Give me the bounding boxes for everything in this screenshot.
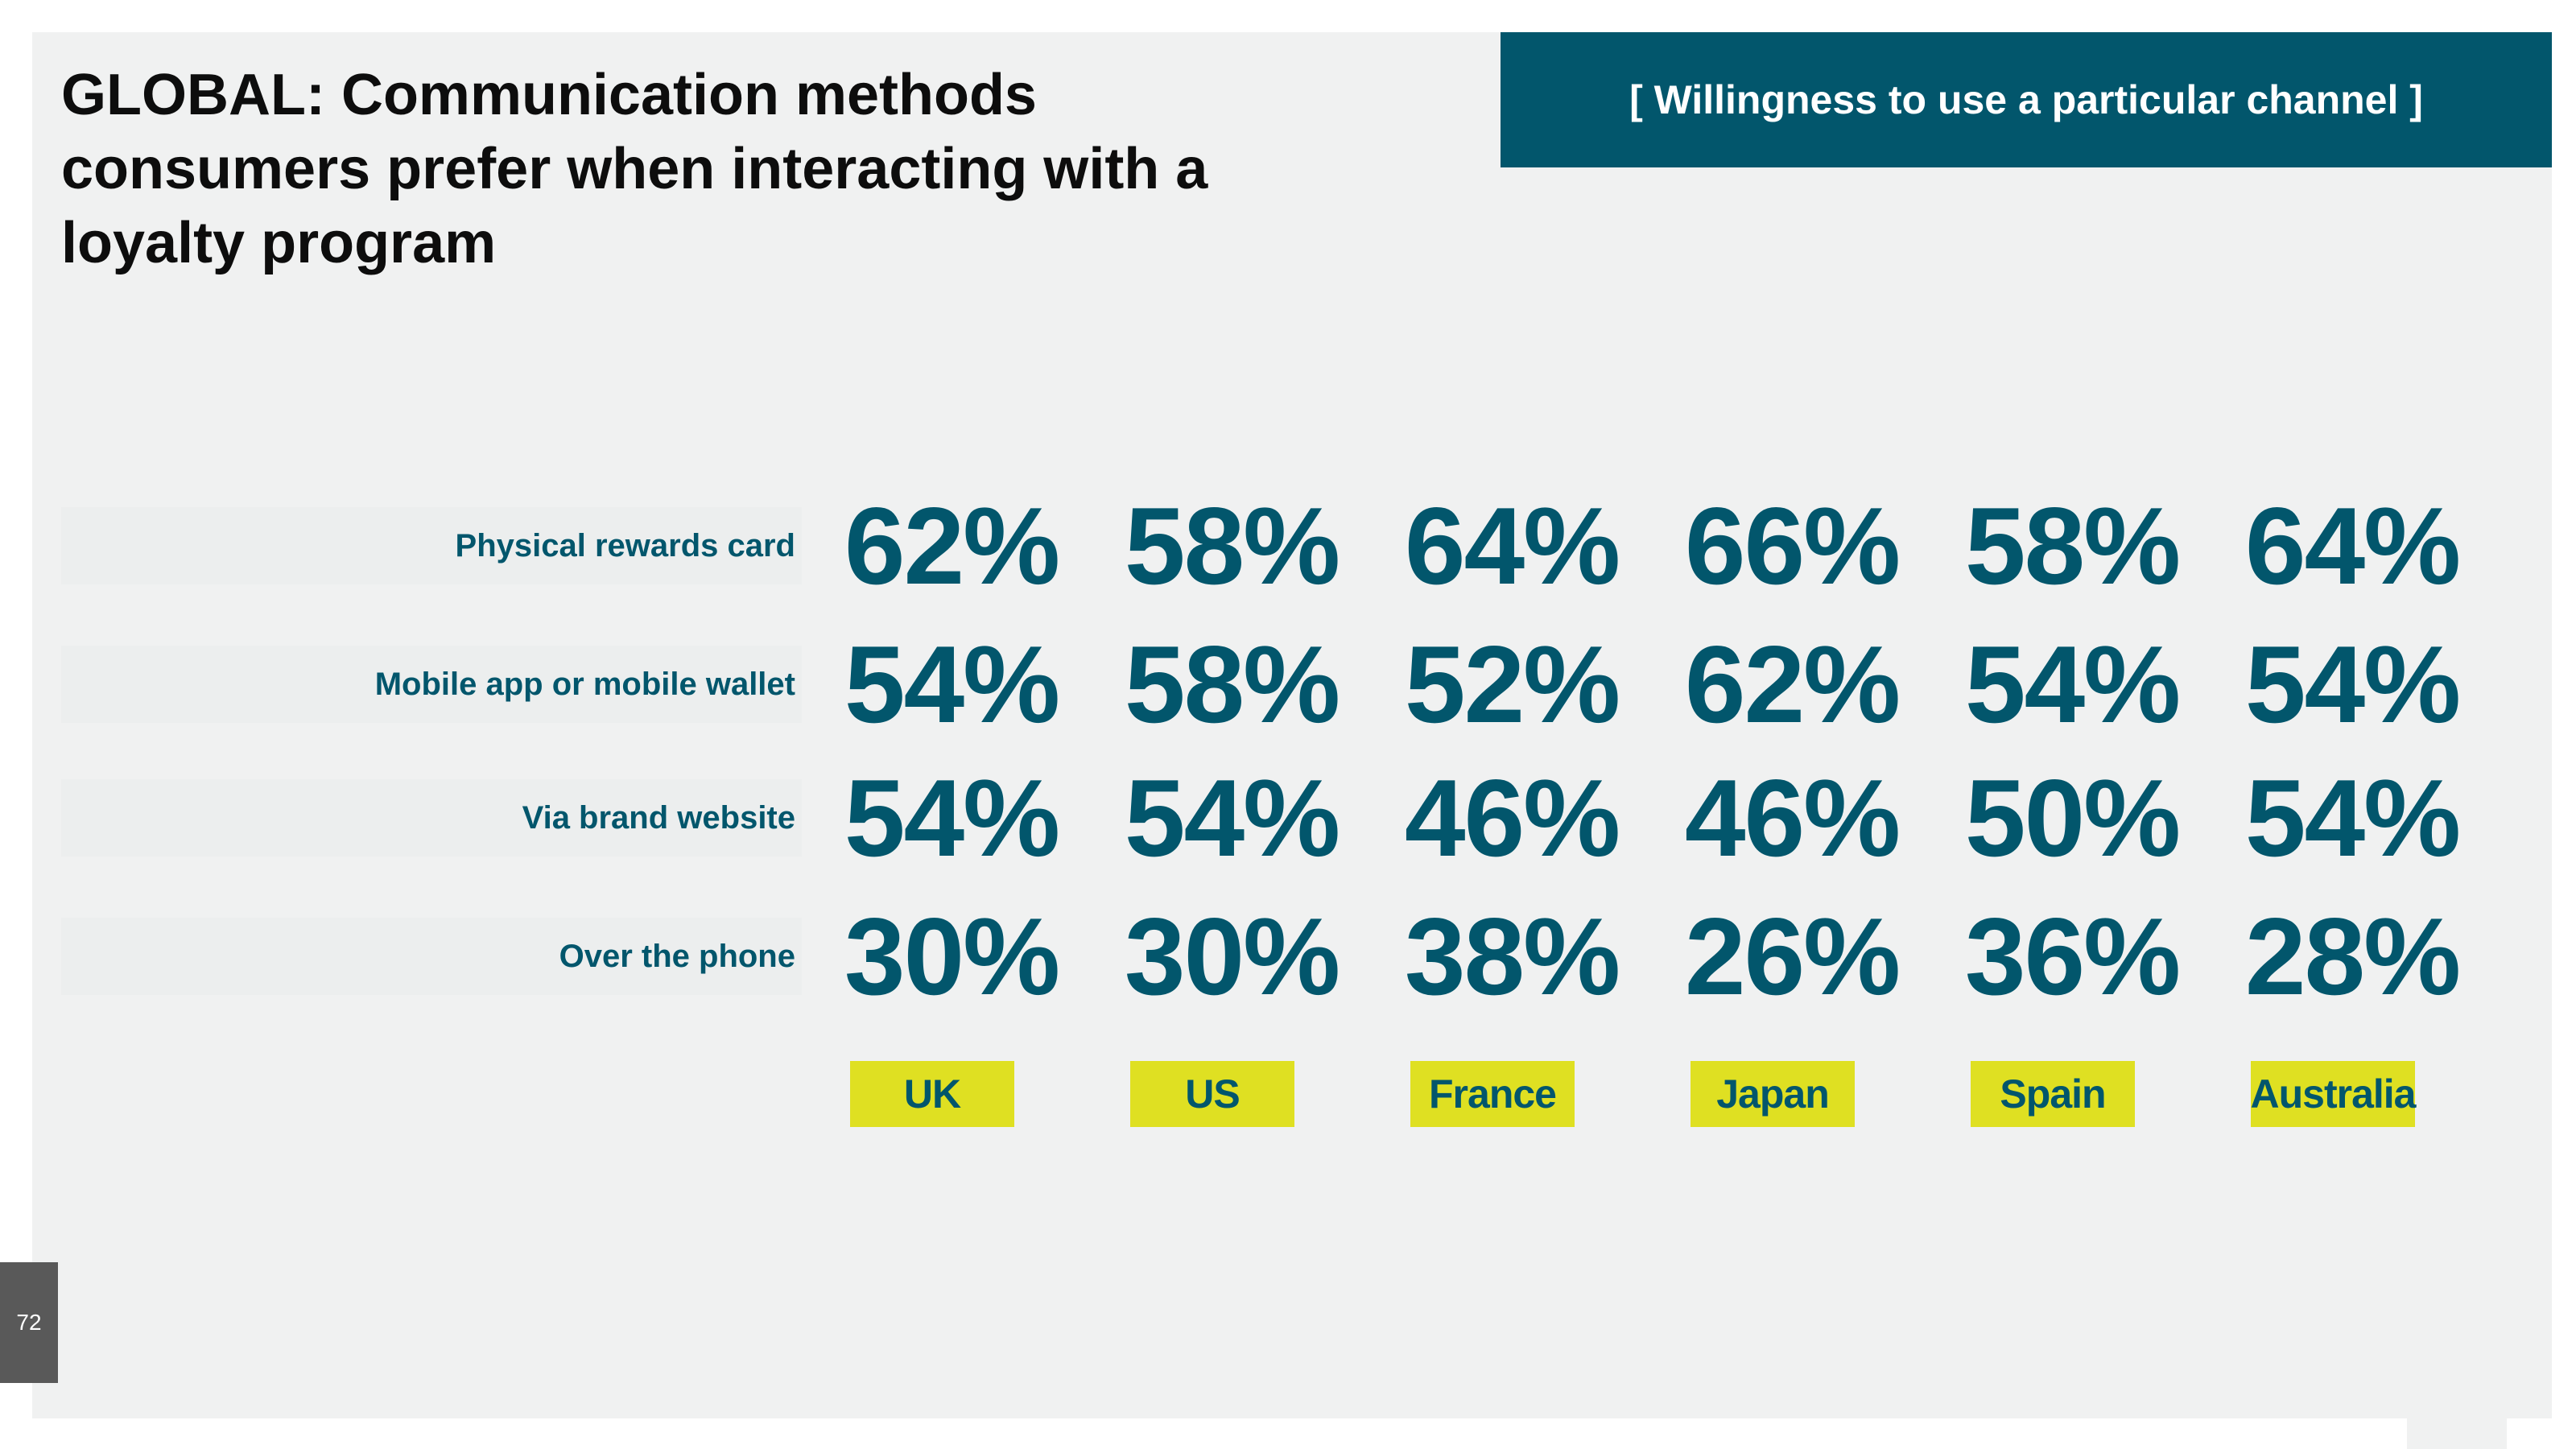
value-cell: 66% [1684, 485, 1901, 607]
slide-background [32, 32, 2552, 1418]
value-cell: 54% [1964, 623, 2181, 745]
value-cell: 58% [1124, 623, 1340, 745]
value-cell: 28% [2244, 895, 2461, 1018]
row-label: Via brand website [522, 799, 795, 836]
value-cell: 54% [1124, 757, 1340, 879]
page-number: 72 [16, 1310, 42, 1335]
channel-banner: [ Willingness to use a particular channe… [1501, 32, 2552, 167]
corner-tab [2407, 1418, 2507, 1449]
row-label: Over the phone [559, 938, 795, 974]
value-cell: 36% [1964, 895, 2181, 1018]
country-label: UK [850, 1061, 1014, 1127]
row-label: Physical rewards card [455, 527, 795, 564]
value-cell: 38% [1404, 895, 1620, 1018]
value-cell: 58% [1124, 485, 1340, 607]
country-label: Spain [1971, 1061, 2135, 1127]
value-cell: 54% [844, 757, 1060, 879]
value-cell: 64% [2244, 485, 2461, 607]
row-band [61, 507, 802, 584]
value-cell: 64% [1404, 485, 1620, 607]
banner-text: [ Willingness to use a particular channe… [1629, 77, 2423, 122]
value-cell: 54% [844, 623, 1060, 745]
row-label: Mobile app or mobile wallet [374, 666, 795, 702]
value-cell: 26% [1684, 895, 1901, 1018]
row-band [61, 918, 802, 995]
country-label: Australia [2251, 1061, 2416, 1127]
value-cell: 30% [844, 895, 1060, 1018]
value-cell: 46% [1404, 757, 1620, 879]
value-cell: 54% [2244, 757, 2461, 879]
country-label: Japan [1690, 1061, 1855, 1127]
country-label: US [1130, 1061, 1294, 1127]
value-cell: 50% [1964, 757, 2181, 879]
row-band [61, 646, 802, 723]
value-cell: 30% [1124, 895, 1340, 1018]
page-number-badge: 72 [0, 1262, 58, 1383]
row-band [61, 779, 802, 857]
value-cell: 54% [2244, 623, 2461, 745]
country-label: France [1410, 1061, 1575, 1127]
value-cell: 62% [1684, 623, 1901, 745]
value-cell: 52% [1404, 623, 1620, 745]
value-cell: 58% [1964, 485, 2181, 607]
value-cell: 62% [844, 485, 1060, 607]
page-title: GLOBAL: Communication methods consumers … [61, 63, 1208, 275]
value-cell: 46% [1684, 757, 1901, 879]
